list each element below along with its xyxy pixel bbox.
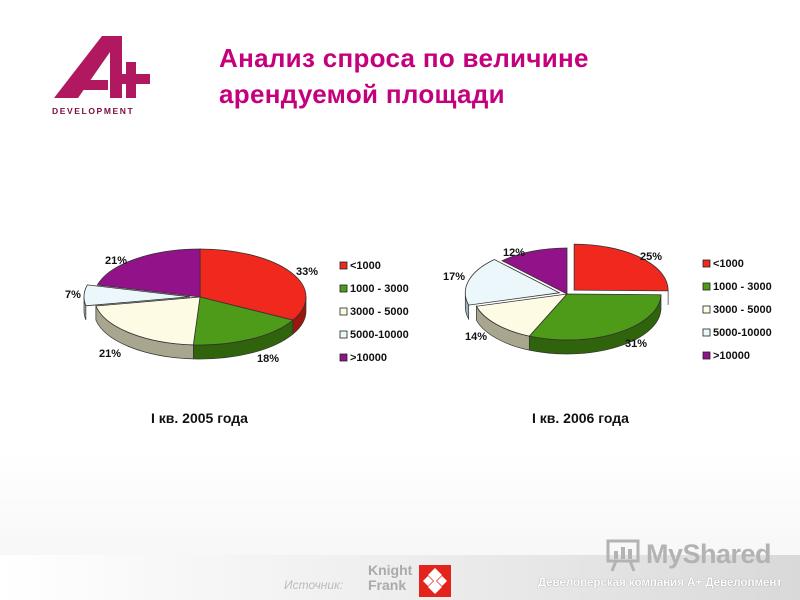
brand-line-1: Knight [368,562,413,578]
chart-1-slice-1 [199,248,307,321]
chart-1-slice-4 [83,284,191,307]
chart-2-slice-2 [528,293,662,341]
chart-2-legend-swatch-2 [702,282,711,291]
chart-1-legend-swatch-2 [339,284,348,293]
chart-2-data-label-1: 25% [640,251,662,263]
chart-1-data-label-2: 18% [257,353,279,365]
knight-frank-logo-icon [419,565,451,597]
chart-2-data-label-4: 17% [443,271,465,283]
chart-2-legend-label-2: 1000 - 3000 [713,281,772,293]
knight-frank-wordmark: Knight Frank [368,563,412,593]
footer-band [0,555,800,600]
a-plus-logo [54,36,150,98]
chart-1-legend-swatch-3 [339,307,348,316]
chart-2-legend-swatch-5 [702,351,711,360]
chart-2-slice-1 [573,243,669,292]
chart-2-slice-3 [475,293,569,337]
chart-2-title: I кв. 2006 года [532,410,629,426]
chart-1-legend-label-4: 5000-10000 [350,329,409,341]
chart-1-legend-swatch-5 [339,353,348,362]
chart-2-data-label-2: 31% [625,338,647,350]
logo-wordmark: DEVELOPMENT [52,106,135,116]
chart-2-legend-swatch-1 [702,259,711,268]
chart-1-slice-5 [96,248,201,298]
chart-2-legend-label-4: 5000-10000 [713,327,772,339]
title-line-2: арендуемой площади [219,79,505,109]
chart-1-legend-label-3: 3000 - 5000 [350,306,409,318]
chart-1-data-label-1: 33% [296,266,318,278]
chart-1-data-label-5: 21% [105,255,127,267]
chart-2-data-label-5: 12% [503,247,525,259]
chart-2-legend-swatch-3 [702,305,711,314]
chart-1-legend-label-5: >10000 [350,352,387,364]
brand-line-2: Frank [368,577,407,593]
watermark-text: MyShared [646,539,772,569]
chart-1-slice-2 [192,296,294,346]
chart-1-data-label-3: 21% [99,348,121,360]
chart-2-legend-label-3: 3000 - 5000 [713,304,772,316]
source-label: Источник: [284,578,344,592]
chart-1-slice-3 [95,296,201,346]
chart-1-legend-swatch-4 [339,330,348,339]
chart-2-slice-4 [464,259,561,306]
chart-1-data-label-4: 7% [65,289,81,301]
chart-1-title: I кв. 2005 года [151,410,248,426]
chart-2-legend-swatch-4 [702,328,711,337]
chart-2-legend-label-1: <1000 [713,258,744,270]
chart-2-legend-label-5: >10000 [713,350,750,362]
chart-1-legend-label-1: <1000 [350,260,381,272]
chart-2-slice-5 [501,247,568,295]
chart-2-data-label-3: 14% [465,331,487,343]
title-line-1: Анализ спроса по величине [219,43,589,73]
company-name: Девелоперская компания А+ Девелопмент [537,577,782,589]
page-title: Анализ спроса по величине арендуемой пло… [219,40,589,112]
chart-1-legend-swatch-1 [339,261,348,270]
presentation-icon [606,539,640,572]
chart-1-legend-label-2: 1000 - 3000 [350,283,409,295]
